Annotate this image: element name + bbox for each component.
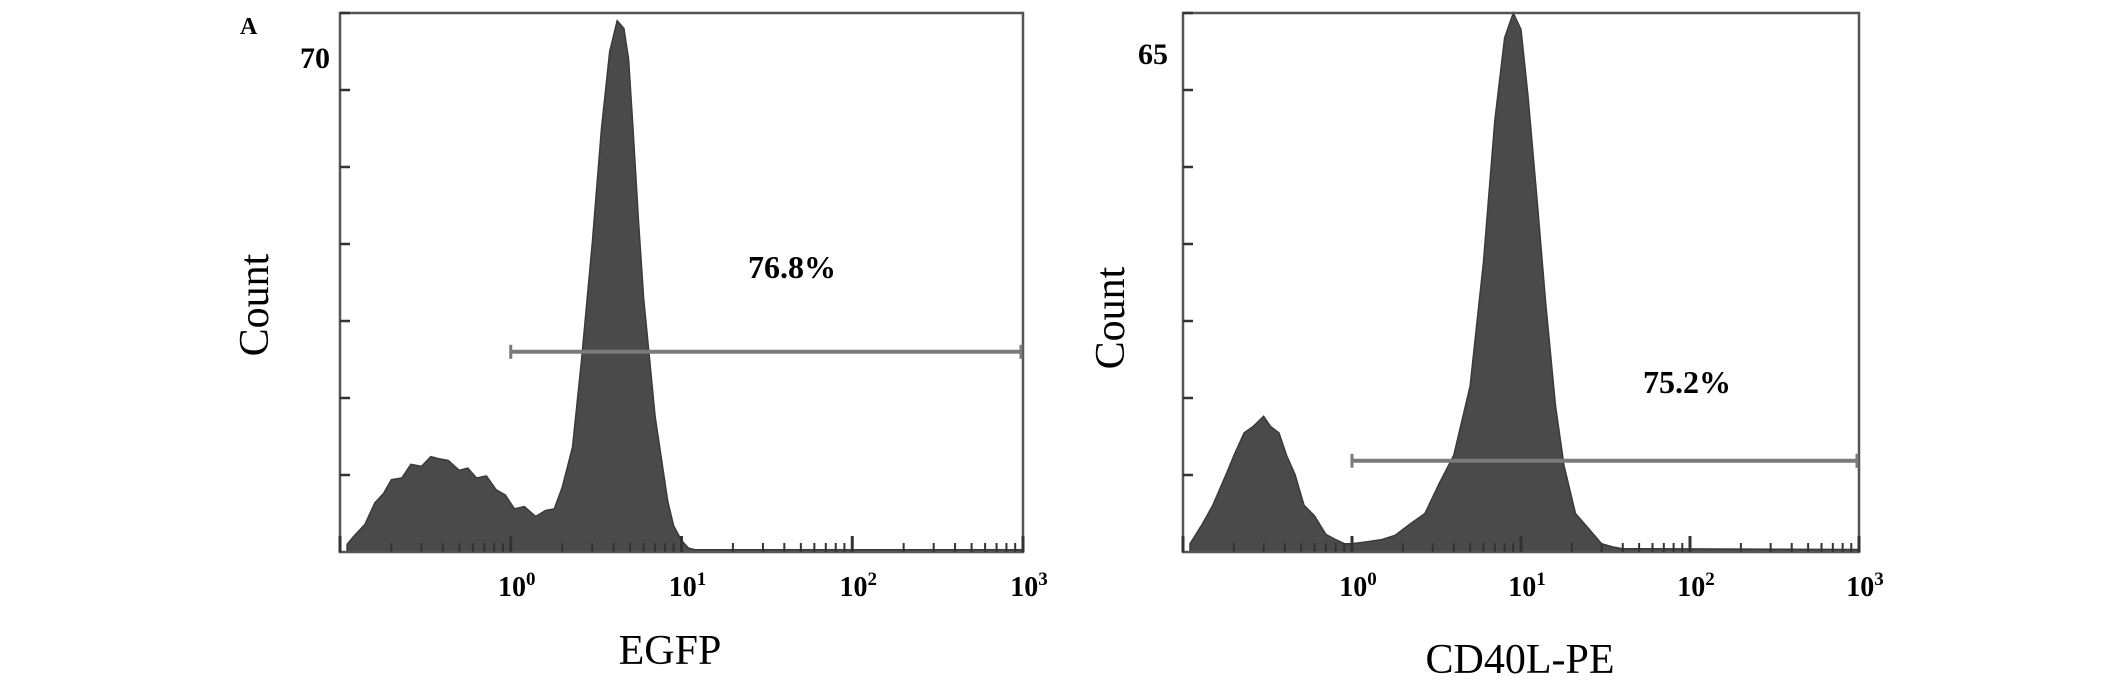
- y-ticks-cd40l-pe: [1183, 11, 1193, 477]
- gate-marker-cd40l-pe: [1350, 453, 1859, 468]
- histogram-panel-egfp: 70 100 101 102 103 EGFP Count 76.8%: [232, 11, 1048, 674]
- y-axis-title-egfp: Count: [232, 253, 278, 356]
- x-tick-label-10-1: 101: [669, 569, 707, 603]
- x-tick-label-10-3: 103: [1010, 569, 1048, 603]
- gate-percentage-cd40l-pe: 75.2%: [1643, 364, 1731, 400]
- y-max-label-egfp: 70: [300, 42, 330, 75]
- gate-percentage-egfp: 76.8%: [748, 249, 836, 285]
- y-ticks-egfp: [340, 11, 350, 477]
- x-tick-label-10-0: 100: [1339, 569, 1377, 603]
- panel-letter: A: [240, 14, 258, 40]
- x-axis-title-cd40l-pe: CD40L-PE: [1426, 637, 1615, 683]
- histogram-panel-cd40l-pe: 65 100 101 102 103 CD40L-PE Count 75.2%: [1088, 11, 1884, 683]
- x-axis-title-egfp: EGFP: [619, 628, 722, 674]
- x-tick-label-10-0: 100: [498, 569, 536, 603]
- x-ticks-cd40l-pe: [1181, 536, 1861, 552]
- y-max-label-cd40l-pe: 65: [1138, 38, 1168, 71]
- histogram-area-egfp: [346, 19, 1024, 553]
- x-tick-label-10-3: 103: [1846, 569, 1884, 603]
- y-axis-title-cd40l-pe: Count: [1088, 266, 1134, 369]
- histogram-area-cd40l-pe: [1189, 11, 1860, 553]
- x-tick-label-10-1: 101: [1508, 569, 1546, 603]
- x-tick-label-10-2: 102: [840, 569, 878, 603]
- gate-marker-egfp: [509, 344, 1023, 359]
- x-tick-label-10-2: 102: [1677, 569, 1715, 603]
- x-ticks-egfp: [338, 536, 1025, 552]
